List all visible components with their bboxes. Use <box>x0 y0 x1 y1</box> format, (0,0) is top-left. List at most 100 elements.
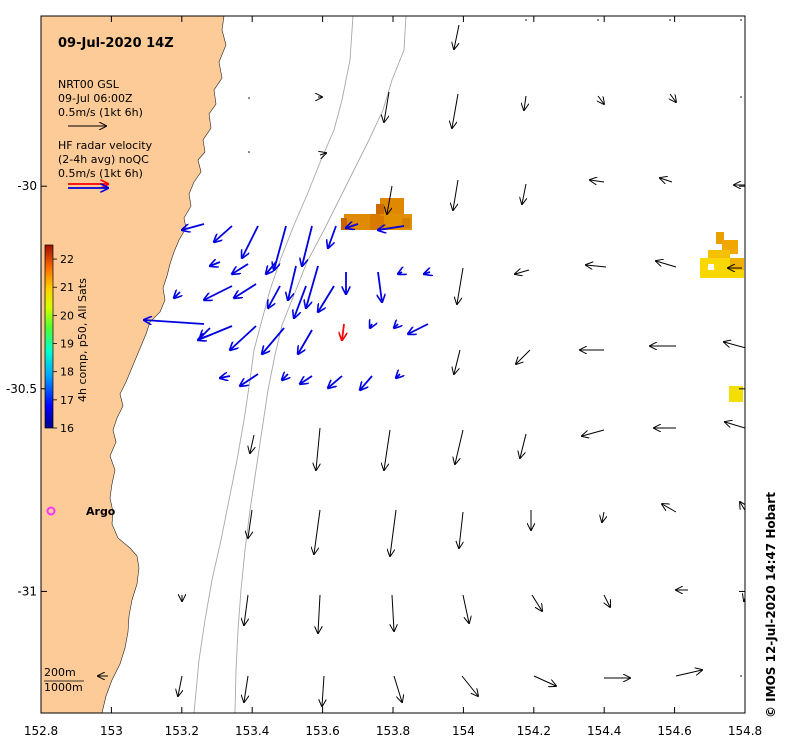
radar-arrow <box>200 327 211 338</box>
radar-arrow <box>318 285 335 312</box>
model-arrow <box>459 511 463 548</box>
radar-arrow <box>378 271 382 302</box>
model-arrow <box>675 670 702 677</box>
model-arrow <box>387 185 393 214</box>
x-tick-label: 154.8 <box>728 724 762 738</box>
radar-arrow <box>378 226 405 230</box>
radar-arrow <box>408 323 429 334</box>
model-legend-scale: 0.5m/s (1kt 6h) <box>58 106 143 119</box>
model-arrow <box>590 180 605 182</box>
colorbar-ticks: 22 21 20 19 18 17 16 <box>53 253 74 435</box>
model-arrow <box>244 594 248 625</box>
model-arrow <box>660 178 673 182</box>
colorbar-tick-label: 18 <box>60 366 74 379</box>
radar-arrow <box>300 375 313 384</box>
y-axis: -30 -30.5 -31 <box>6 179 745 598</box>
radar-arrow <box>242 225 259 258</box>
radar-arrow <box>174 292 180 298</box>
x-tick-label: 154.2 <box>517 724 551 738</box>
radar-arrow <box>182 223 205 230</box>
radar-arrow-red <box>342 323 344 340</box>
x-tick-label: 153 <box>100 724 123 738</box>
radar-arrow <box>234 283 257 298</box>
radar-arrow <box>306 265 319 308</box>
radar-arrow <box>214 225 233 242</box>
y-tick-label: -30 <box>17 179 37 193</box>
model-arrow <box>515 270 530 274</box>
model-arrow <box>744 595 745 601</box>
model-arrow-dot <box>248 97 250 99</box>
model-arrow-dot <box>740 96 742 98</box>
x-tick-label: 152.8 <box>24 724 58 738</box>
coastline-land <box>41 16 227 713</box>
model-arrow <box>582 429 605 436</box>
colorbar-tick-label: 22 <box>60 253 74 266</box>
x-tick-label: 154 <box>452 724 475 738</box>
model-arrow <box>662 504 677 513</box>
radar-arrow <box>328 225 337 248</box>
radar-arrow <box>298 329 313 354</box>
model-arrow <box>524 95 526 110</box>
model-arrow <box>250 434 254 453</box>
model-arrow-dot <box>248 151 250 153</box>
radar-arrow <box>282 374 288 380</box>
model-legend-line2: 09-Jul 06:00Z <box>58 92 133 105</box>
model-arrow <box>455 429 464 464</box>
radar-arrow <box>424 272 430 274</box>
map-title: 09-Jul-2020 14Z <box>58 36 174 51</box>
model-arrow <box>320 153 326 155</box>
model-arrow <box>516 349 531 364</box>
colorbar-tick-label: 21 <box>60 281 74 294</box>
model-arrow <box>452 93 459 128</box>
radar-arrow <box>262 327 285 354</box>
radar-arrow <box>394 324 398 328</box>
model-arrow <box>384 91 390 122</box>
radar-arrow <box>240 373 259 386</box>
model-arrow <box>462 594 469 623</box>
model-arrow <box>724 342 745 349</box>
colorbar-label: 4h comp, p50, All Sats <box>76 278 89 402</box>
model-arrow <box>586 265 607 267</box>
radar-arrow <box>370 324 372 328</box>
x-tick-label: 153.4 <box>235 724 269 738</box>
model-arrow <box>244 675 248 702</box>
model-arrow <box>384 429 391 470</box>
model-arrow <box>392 594 394 631</box>
isobath-200m <box>193 16 354 713</box>
model-arrow <box>393 675 402 702</box>
radar-arrow <box>360 375 373 390</box>
model-arrow <box>454 349 461 374</box>
model-arrow <box>457 267 464 304</box>
colorbar-tick-label: 16 <box>60 422 74 435</box>
model-arrow <box>454 24 460 49</box>
radar-arrow <box>220 376 231 378</box>
model-arrow <box>178 675 182 696</box>
model-arrow <box>318 594 320 633</box>
sst-patches <box>341 198 744 402</box>
colorbar-tick-label: 19 <box>60 338 74 351</box>
x-tick-label: 153.6 <box>305 724 339 738</box>
model-arrow <box>522 183 526 204</box>
colorbar-gradient <box>44 244 54 429</box>
model-arrow <box>316 427 320 470</box>
isobath-200m-label: 200m <box>44 666 76 679</box>
model-arrow <box>390 509 397 556</box>
model-arrow <box>322 675 324 706</box>
radar-arrow <box>268 285 281 308</box>
model-legend: NRT00 GSL 09-Jul 06:00Z 0.5m/s (1kt 6h) <box>58 78 143 126</box>
radar-legend-line1: HF radar velocity <box>58 139 153 152</box>
model-arrow <box>670 93 676 102</box>
colorbar-tick-label: 20 <box>60 309 74 322</box>
model-arrow <box>314 509 321 554</box>
x-tick-label: 154.4 <box>587 724 621 738</box>
y-tick-label: -30.5 <box>6 382 37 396</box>
model-arrow <box>248 509 252 538</box>
model-legend-line1: NRT00 GSL <box>58 78 120 91</box>
argo-label: Argo <box>86 505 116 518</box>
radar-arrow <box>346 224 359 228</box>
model-current-arrows <box>98 19 745 706</box>
model-arrow <box>461 675 478 696</box>
argo-float-marker <box>46 506 56 516</box>
radar-arrow <box>302 225 313 266</box>
